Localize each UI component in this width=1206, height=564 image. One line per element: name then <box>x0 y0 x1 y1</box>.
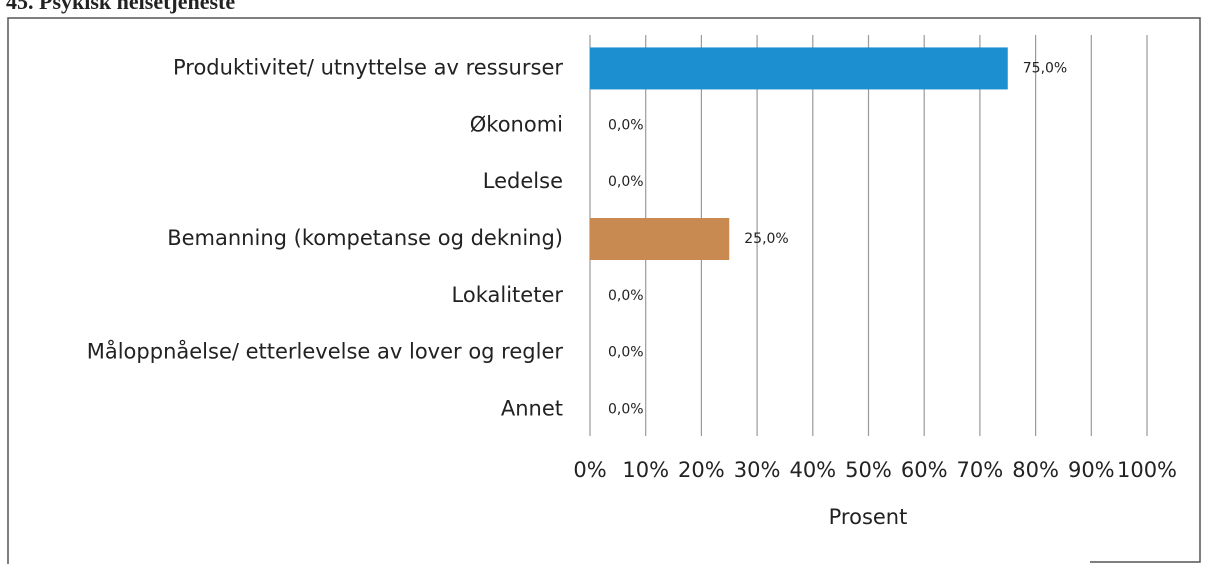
frame <box>7 17 1201 564</box>
value-label: 0,0% <box>608 174 644 190</box>
x-tick-label: 60% <box>901 458 948 482</box>
x-axis-label: Prosent <box>829 505 908 529</box>
chart-title: 45. Psykisk helsetjeneste <box>6 0 235 14</box>
x-tick-label: 80% <box>1012 458 1059 482</box>
x-tick-label: 0% <box>573 458 606 482</box>
category-label: Ledelse <box>483 169 563 193</box>
value-label: 0,0% <box>608 402 644 418</box>
value-label: 0,0% <box>608 345 644 361</box>
x-tick-label: 40% <box>789 458 836 482</box>
value-label: 0,0% <box>608 117 644 133</box>
x-tick-label: 30% <box>734 458 781 482</box>
bar <box>590 47 1008 90</box>
category-label: Annet <box>501 397 563 421</box>
x-tick-label: 10% <box>622 458 669 482</box>
category-label: Måloppnåelse/ etterlevelse av lover og r… <box>87 339 564 364</box>
x-tick-label: 70% <box>957 458 1004 482</box>
value-label: 0,0% <box>608 288 644 304</box>
bar <box>590 218 730 260</box>
category-label: Lokaliteter <box>452 283 564 307</box>
category-label: Økonomi <box>470 112 563 136</box>
x-tick-label: 100% <box>1117 458 1177 482</box>
x-tick-label: 50% <box>845 458 892 482</box>
category-label: Produktivitet/ utnyttelse av ressurser <box>173 55 563 79</box>
value-label: 25,0% <box>744 231 788 247</box>
x-tick-label: 20% <box>678 458 725 482</box>
x-tick-label: 90% <box>1068 458 1115 482</box>
category-label: Bemanning (kompetanse og dekning) <box>167 226 563 250</box>
value-label: 75,0% <box>1023 60 1067 76</box>
